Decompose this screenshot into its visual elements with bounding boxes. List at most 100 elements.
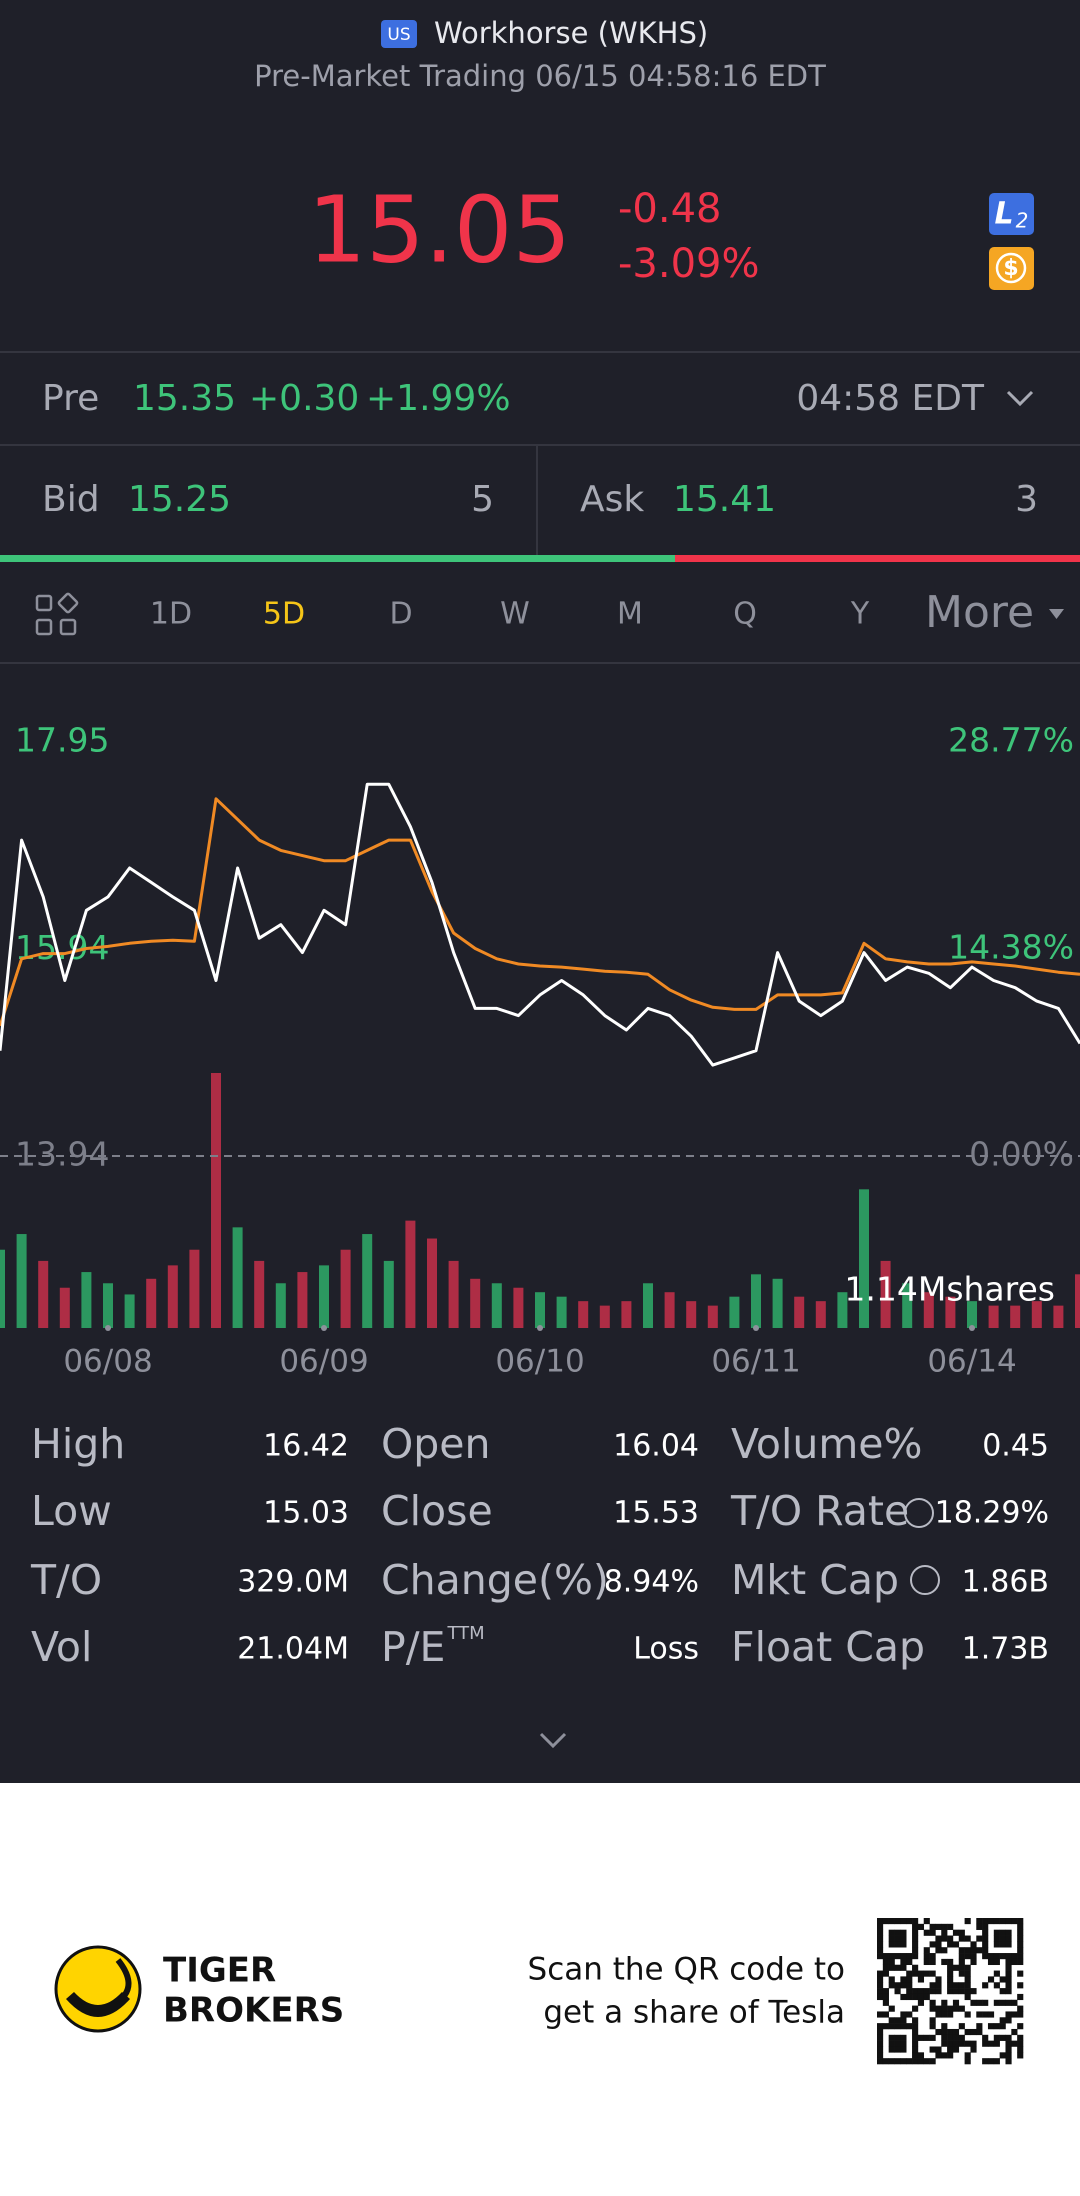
qr-caption: Scan the QR code to bbox=[528, 1952, 845, 1988]
qr-module bbox=[929, 1953, 936, 1960]
period-tab[interactable]: D bbox=[389, 597, 412, 632]
info-icon[interactable] bbox=[910, 1565, 940, 1595]
qr-module bbox=[912, 2017, 919, 2024]
qr-module bbox=[952, 1999, 960, 2006]
qr-module bbox=[1005, 1964, 1012, 1971]
qr-module bbox=[964, 1947, 971, 1954]
qr-module bbox=[894, 2034, 901, 2041]
volume-bar bbox=[707, 1305, 718, 1328]
qr-module bbox=[877, 1988, 884, 1995]
qr-module bbox=[982, 2034, 989, 2041]
qr-module bbox=[882, 1918, 889, 1925]
qr-module bbox=[982, 1999, 989, 2006]
volume-bar bbox=[146, 1278, 157, 1328]
period-tab[interactable]: Q bbox=[733, 597, 757, 632]
qr-module bbox=[970, 1999, 977, 2006]
qr-module bbox=[970, 1941, 977, 1948]
qr-module bbox=[976, 1923, 983, 1930]
qr-module bbox=[882, 2011, 889, 2018]
qr-module bbox=[917, 1976, 925, 1983]
ask-price: 15.41 bbox=[673, 479, 776, 520]
qr-module bbox=[1017, 1953, 1024, 1960]
qr-module bbox=[1005, 1982, 1012, 1989]
pre-label: Pre bbox=[42, 378, 99, 419]
ask-ratio-bar bbox=[675, 555, 1080, 562]
qr-module bbox=[982, 1929, 989, 1936]
bid-price: 15.25 bbox=[128, 479, 231, 520]
period-tab[interactable]: W bbox=[500, 597, 530, 632]
qr-module bbox=[958, 1929, 965, 1936]
period-tab[interactable]: M bbox=[617, 597, 643, 632]
level2-badge[interactable] bbox=[989, 193, 1034, 235]
volume-bar bbox=[232, 1227, 243, 1328]
volume-bar bbox=[578, 1301, 589, 1328]
qr-module bbox=[999, 1941, 1006, 1948]
qr-module bbox=[987, 2040, 995, 2047]
y2-tick-label: 0.00% bbox=[969, 1135, 1074, 1174]
period-tab[interactable]: 5D bbox=[263, 597, 305, 632]
qr-module bbox=[958, 1947, 965, 1954]
volume-bar bbox=[1053, 1305, 1064, 1328]
qr-module bbox=[935, 1982, 942, 1989]
layout-icon[interactable] bbox=[35, 592, 79, 636]
qr-module bbox=[947, 2046, 954, 2053]
qr-module bbox=[923, 2058, 930, 2065]
qr-module bbox=[929, 2046, 936, 2053]
price: 15.05 bbox=[308, 176, 571, 283]
qr-module bbox=[929, 1929, 936, 1936]
period-tab[interactable]: Y bbox=[850, 597, 870, 632]
qr-module bbox=[1005, 2017, 1012, 2024]
qr-module bbox=[912, 1929, 919, 1936]
stat-value: 15.53 bbox=[613, 1496, 699, 1531]
qr-module bbox=[1005, 1999, 1012, 2006]
qr-module bbox=[877, 1929, 884, 1936]
qr-module bbox=[1017, 1918, 1024, 1925]
qr-module bbox=[993, 2023, 1000, 2030]
qr-module bbox=[894, 1935, 901, 1942]
qr-module bbox=[894, 1953, 901, 1960]
qr-module bbox=[877, 1976, 884, 1983]
qr-module bbox=[877, 2058, 884, 2065]
y-tick-label: 17.95 bbox=[15, 721, 109, 760]
more-caret[interactable] bbox=[1049, 609, 1064, 619]
qr-module bbox=[976, 1918, 983, 1925]
qr-module bbox=[999, 1935, 1006, 1942]
qr-module bbox=[882, 2023, 889, 2030]
stat-label: Float Cap bbox=[731, 1623, 925, 1671]
qr-module bbox=[906, 1953, 913, 1960]
qr-module bbox=[1017, 1958, 1024, 1966]
qr-module bbox=[900, 2011, 907, 2018]
stat-value: 1.86B bbox=[962, 1565, 1049, 1600]
more-tab[interactable]: More bbox=[925, 587, 1034, 638]
expand-chevron[interactable] bbox=[539, 1732, 567, 1749]
stat-label: Close bbox=[381, 1487, 493, 1535]
qr-module bbox=[964, 2028, 971, 2036]
qr-module bbox=[999, 2023, 1006, 2030]
qr-module bbox=[894, 2023, 901, 2030]
volume-bar bbox=[621, 1301, 632, 1328]
qr-module bbox=[964, 2058, 971, 2065]
qr-module bbox=[900, 2034, 907, 2041]
qr-module bbox=[964, 1988, 971, 1995]
qr-module bbox=[964, 1993, 971, 2001]
qr-module bbox=[947, 2052, 954, 2059]
period-tab[interactable]: 1D bbox=[150, 597, 192, 632]
pre-time[interactable]: 04:58 EDT bbox=[796, 378, 985, 419]
qr-module bbox=[935, 1941, 942, 1948]
qr-module bbox=[958, 2034, 965, 2041]
volume-bar bbox=[923, 1292, 934, 1328]
qr-module bbox=[970, 2028, 977, 2036]
info-icon[interactable] bbox=[904, 1498, 934, 1528]
qr-module bbox=[1011, 1918, 1018, 1925]
qr-module bbox=[888, 2046, 895, 2053]
volume-bar bbox=[38, 1260, 49, 1328]
x-tick-dot bbox=[537, 1325, 543, 1331]
qr-module bbox=[929, 1982, 936, 1989]
dropdown-chevron[interactable] bbox=[1006, 390, 1034, 407]
qr-module bbox=[1011, 1958, 1018, 1966]
qr-module bbox=[1017, 1941, 1024, 1948]
volume-bar bbox=[729, 1296, 740, 1328]
qr-module bbox=[912, 1941, 919, 1948]
qr-module bbox=[882, 1988, 889, 1995]
qr-module bbox=[894, 2040, 901, 2047]
